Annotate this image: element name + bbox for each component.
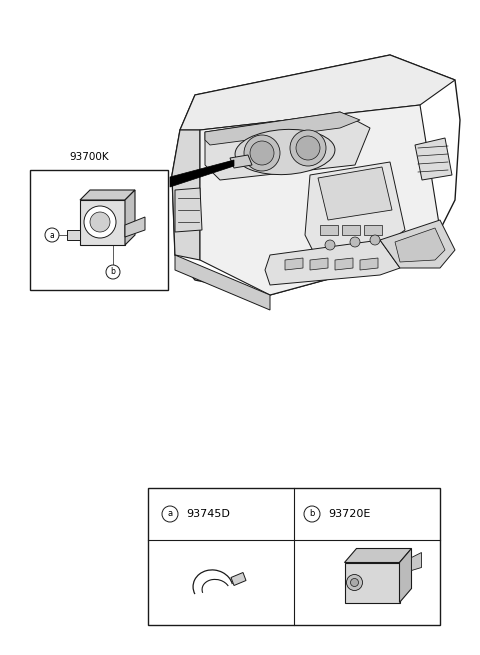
Polygon shape <box>172 130 200 260</box>
Polygon shape <box>231 572 246 586</box>
Polygon shape <box>180 55 455 130</box>
Polygon shape <box>80 200 125 245</box>
Polygon shape <box>67 230 80 240</box>
Polygon shape <box>364 225 382 235</box>
Circle shape <box>350 237 360 247</box>
Polygon shape <box>125 217 145 237</box>
Polygon shape <box>310 258 328 270</box>
Circle shape <box>370 235 380 245</box>
Polygon shape <box>205 112 370 180</box>
Polygon shape <box>318 167 392 220</box>
Bar <box>30 170 168 290</box>
Polygon shape <box>230 155 252 168</box>
Circle shape <box>106 265 120 279</box>
Polygon shape <box>411 553 421 571</box>
Text: 93745D: 93745D <box>186 509 230 519</box>
Polygon shape <box>285 258 303 270</box>
Polygon shape <box>320 225 338 235</box>
Polygon shape <box>125 190 135 245</box>
Polygon shape <box>80 190 135 200</box>
Circle shape <box>350 578 359 586</box>
Text: 93720E: 93720E <box>328 509 371 519</box>
Text: a: a <box>168 510 173 519</box>
Polygon shape <box>345 548 411 563</box>
Circle shape <box>162 506 178 522</box>
Polygon shape <box>415 138 452 180</box>
Circle shape <box>244 135 280 171</box>
Polygon shape <box>399 548 411 603</box>
Circle shape <box>84 206 116 238</box>
Polygon shape <box>335 258 353 270</box>
Polygon shape <box>305 162 405 255</box>
Circle shape <box>290 130 326 166</box>
Text: b: b <box>309 510 315 519</box>
Bar <box>148 488 440 625</box>
Ellipse shape <box>235 130 335 175</box>
Polygon shape <box>345 563 399 603</box>
Polygon shape <box>170 160 234 187</box>
Circle shape <box>347 574 362 591</box>
Circle shape <box>296 136 320 160</box>
Circle shape <box>325 240 335 250</box>
Circle shape <box>90 212 110 232</box>
Polygon shape <box>205 112 360 145</box>
Circle shape <box>45 228 59 242</box>
Text: b: b <box>110 267 115 276</box>
Polygon shape <box>360 258 378 270</box>
Polygon shape <box>380 220 455 268</box>
Polygon shape <box>200 105 440 295</box>
Circle shape <box>250 141 274 165</box>
Polygon shape <box>395 228 445 262</box>
Circle shape <box>304 506 320 522</box>
Polygon shape <box>175 255 270 310</box>
Polygon shape <box>342 225 360 235</box>
Polygon shape <box>265 240 400 285</box>
Polygon shape <box>172 55 460 295</box>
Text: a: a <box>49 231 54 240</box>
Polygon shape <box>175 188 202 232</box>
Text: 93700K: 93700K <box>69 152 109 162</box>
